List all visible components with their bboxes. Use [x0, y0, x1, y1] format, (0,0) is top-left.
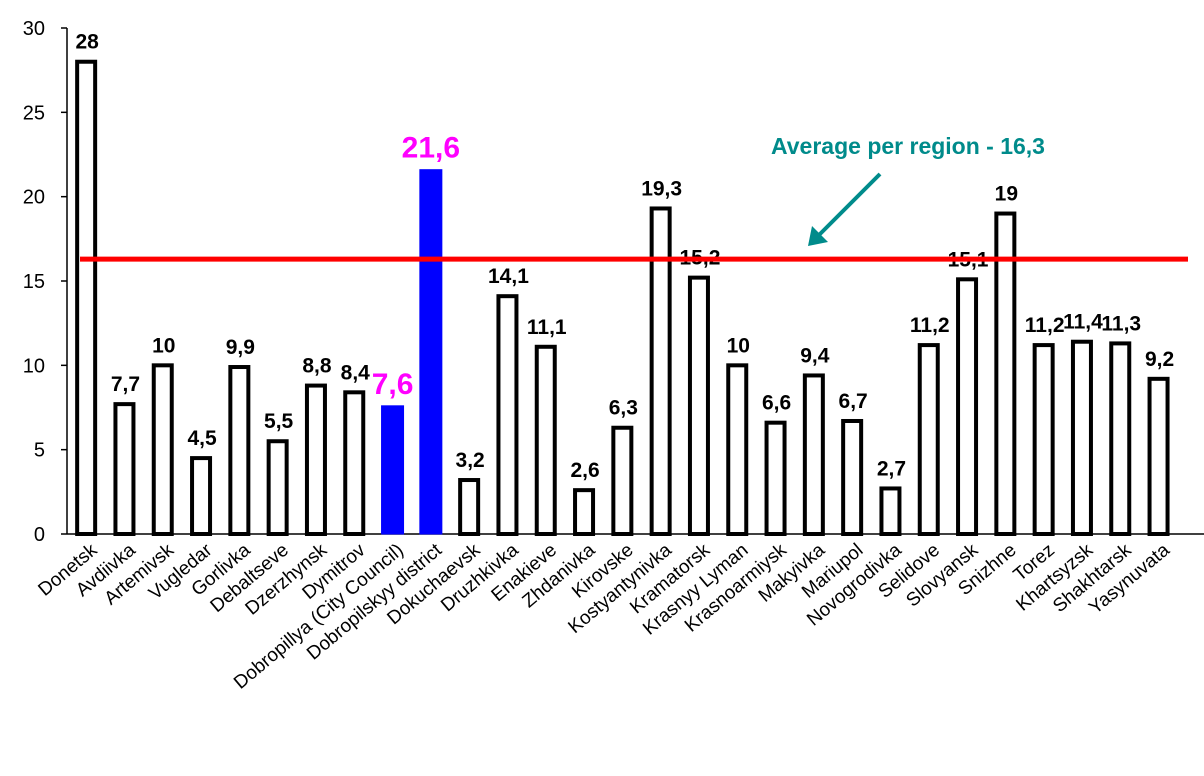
value-label: 11,2	[910, 314, 950, 337]
bar-vugledar	[190, 456, 213, 537]
x-axis-labels: DonetskAvdiivkaArtemivskVugledarGorlivka…	[34, 539, 1174, 693]
average-annotation: Average per region - 16,3	[771, 133, 1045, 246]
average-label: Average per region - 16,3	[771, 133, 1045, 159]
bar-debaltseve	[266, 439, 289, 537]
value-label: 6,6	[762, 392, 791, 415]
value-label: 9,2	[1145, 348, 1174, 371]
bar-makyivka	[802, 373, 825, 536]
y-tick-label: 5	[34, 440, 45, 462]
bar-dobropillya-city-council	[381, 405, 405, 535]
y-tick-label: 10	[23, 355, 45, 377]
bar-slovyansk	[956, 277, 979, 536]
value-label: 11,4	[1063, 311, 1103, 334]
bar-zhdanivka	[573, 488, 596, 536]
average-arrow	[814, 172, 882, 240]
bar-torez	[1032, 343, 1055, 536]
bar-kostyantynivka	[649, 206, 672, 536]
value-label: 2,6	[570, 459, 599, 482]
value-label: 19	[995, 183, 1018, 206]
value-label: 11,1	[527, 316, 567, 339]
bar-dzerzhynsk	[304, 383, 327, 536]
value-label: 28	[75, 31, 99, 54]
value-label: 11,2	[1025, 314, 1065, 337]
value-label: 7,7	[111, 373, 140, 396]
bar-selidove	[917, 343, 940, 536]
value-label: 19,3	[641, 177, 682, 200]
value-label: 10	[152, 334, 175, 357]
bar-avdiivka	[113, 402, 136, 537]
value-labels: 28 7,7 10 4,5 9,9 5,5 8,8 8,4 7,6 21,6 3,2 14,1 11,1…	[75, 31, 1174, 482]
value-label: 2,7	[877, 457, 906, 480]
bar-artemivsk	[151, 363, 174, 537]
bar-khartsyzsk	[1070, 339, 1093, 536]
bar-donetsk	[75, 59, 98, 536]
bars	[75, 59, 1170, 537]
bar-druzhkivka	[496, 294, 519, 536]
bar-dobropilskyy-district	[419, 169, 443, 535]
value-label: 8,4	[341, 361, 371, 384]
value-label: 10	[727, 334, 750, 357]
value-label: 8,8	[302, 355, 332, 378]
value-label: 6,7	[839, 390, 868, 413]
y-tick-label: 30	[23, 18, 45, 40]
value-label: 3,2	[456, 449, 485, 472]
bar-kramatorsk	[687, 275, 710, 536]
bar-dymitrov	[343, 390, 366, 536]
bar-novogrodivka	[879, 486, 902, 536]
value-label: 11,3	[1101, 312, 1141, 335]
y-axis-ticks: 0 5 10 15 20 25 30	[23, 18, 67, 546]
bar-dokuchaevsk	[458, 478, 481, 537]
value-label: 7,6	[372, 368, 414, 401]
bar-krasnoarmiysk	[764, 420, 787, 536]
bar-krasnyy-lyman	[726, 363, 749, 537]
bar-yasynuvata	[1147, 376, 1170, 536]
y-tick-label: 20	[23, 187, 45, 209]
bar-shakhtarsk	[1109, 341, 1132, 537]
value-label: 9,4	[800, 344, 830, 367]
y-tick-label: 0	[34, 524, 45, 546]
y-tick-label: 15	[23, 271, 45, 293]
value-label: 21,6	[402, 132, 460, 165]
y-tick-label: 25	[23, 102, 45, 124]
bar-snizhne	[994, 211, 1017, 537]
value-label: 4,5	[187, 427, 217, 450]
value-label: 6,3	[609, 397, 638, 420]
bar-mariupol	[841, 418, 864, 537]
value-label: 14,1	[488, 265, 529, 288]
bar-enakieve	[534, 344, 557, 536]
bar-kirovske	[611, 425, 634, 536]
average-arrowhead	[808, 226, 828, 246]
bar-gorlivka	[228, 365, 251, 536]
value-label: 9,9	[226, 336, 255, 359]
value-label: 5,5	[264, 410, 294, 433]
